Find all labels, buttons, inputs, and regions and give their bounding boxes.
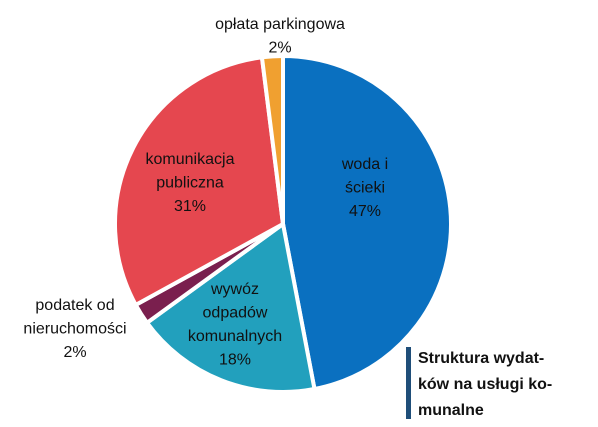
slice-label: komunikacja (146, 151, 235, 168)
slice-label: komunalnych (188, 328, 282, 345)
slice-label: publiczna (156, 175, 224, 192)
pie-slice (113, 55, 286, 308)
value-label: 2% (268, 40, 291, 57)
pie-slice (281, 53, 453, 392)
chart-title: Struktura wydat- (418, 350, 544, 367)
slice-label: opłata parkingowa (215, 16, 345, 33)
pie-slice (144, 220, 317, 394)
chart-title: munalne (418, 402, 484, 419)
chart-title: ków na usługi ko- (418, 376, 552, 393)
title-bar (406, 347, 411, 419)
value-label: 2% (63, 344, 86, 361)
value-label: 18% (219, 352, 251, 369)
value-label: 47% (349, 203, 381, 220)
slice-label: woda i (341, 156, 388, 173)
slice-label: odpadów (203, 305, 268, 322)
slice-label: podatek od (35, 297, 114, 314)
pie-slice (259, 53, 285, 225)
slice-label: nieruchomości (23, 321, 126, 338)
slice-label: ścieki (345, 180, 385, 197)
slice-label: wywóz (210, 281, 259, 298)
value-label: 31% (174, 198, 206, 215)
